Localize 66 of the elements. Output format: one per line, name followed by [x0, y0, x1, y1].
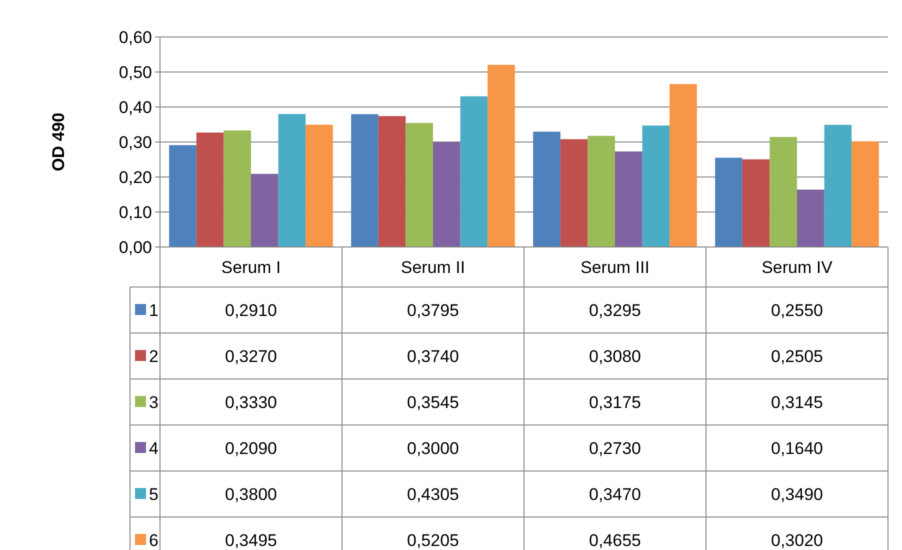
bar [251, 174, 278, 247]
data-label: 0,2550 [771, 300, 823, 320]
data-label: 0,3495 [225, 530, 277, 550]
legend-label: 3 [149, 392, 158, 412]
bar [770, 136, 797, 247]
data-label: 0,3270 [225, 346, 277, 366]
bar [560, 139, 588, 247]
data-label: 0,2505 [771, 346, 823, 366]
bar [533, 132, 560, 247]
data-label: 0,3145 [771, 392, 823, 412]
x-tick-label: Serum II [400, 258, 466, 277]
y-tick-label: 0,10 [118, 202, 152, 222]
data-label: 0,3800 [225, 484, 277, 504]
bar [488, 64, 515, 247]
legend-label: 5 [149, 484, 158, 504]
y-tick-label: 0,30 [118, 132, 152, 152]
data-label: 0,3330 [225, 392, 277, 412]
bar [378, 116, 406, 247]
y-tick-label: 0,00 [118, 238, 152, 257]
legend-label: 6 [149, 530, 158, 550]
bar [278, 114, 306, 247]
data-label: 0,2910 [225, 300, 277, 320]
bar [797, 190, 824, 247]
bar [196, 132, 224, 247]
legend-label: 2 [149, 346, 158, 366]
data-label: 0,4305 [407, 484, 459, 504]
y-tick-label: 0,50 [118, 62, 152, 82]
y-axis-title: OD 490 [49, 112, 68, 172]
bar [351, 114, 378, 247]
data-label: 0,4655 [589, 530, 641, 550]
x-tick-label: Serum I [221, 258, 281, 277]
bar [169, 145, 196, 247]
bar [433, 142, 460, 247]
data-label: 0,3175 [589, 392, 641, 412]
legend-label: 1 [149, 300, 158, 320]
legend-label: 4 [149, 438, 158, 458]
data-label: 0,3490 [771, 484, 823, 504]
data-label: 0,3295 [589, 300, 641, 320]
bar [742, 159, 770, 247]
bar [306, 124, 333, 247]
data-label: 0,2090 [225, 438, 277, 458]
data-label: 0,1640 [771, 438, 823, 458]
bar [852, 141, 879, 247]
data-label: 0,3545 [407, 392, 459, 412]
x-tick-label: Serum IV [762, 258, 834, 277]
x-tick-label: Serum III [580, 258, 650, 277]
data-label: 0,3020 [771, 530, 823, 550]
data-label: 0,5205 [407, 530, 459, 550]
data-label: 0,3000 [407, 438, 459, 458]
bar [642, 126, 670, 247]
bar [670, 84, 697, 247]
bar [824, 124, 852, 247]
data-label: 0,2730 [589, 438, 641, 458]
y-tick-label: 0,60 [118, 28, 152, 47]
bar [588, 136, 615, 247]
bar [715, 158, 742, 247]
y-tick-label: 0,20 [118, 168, 152, 187]
y-tick-label: 0,40 [118, 98, 152, 117]
bar [224, 130, 251, 247]
data-label: 0,3740 [407, 346, 459, 366]
data-label: 0,3470 [589, 484, 641, 504]
data-label: 0,3795 [407, 300, 459, 320]
bar [615, 151, 642, 247]
bar [406, 122, 433, 247]
data-label: 0,3080 [589, 346, 641, 366]
bar [460, 96, 488, 247]
